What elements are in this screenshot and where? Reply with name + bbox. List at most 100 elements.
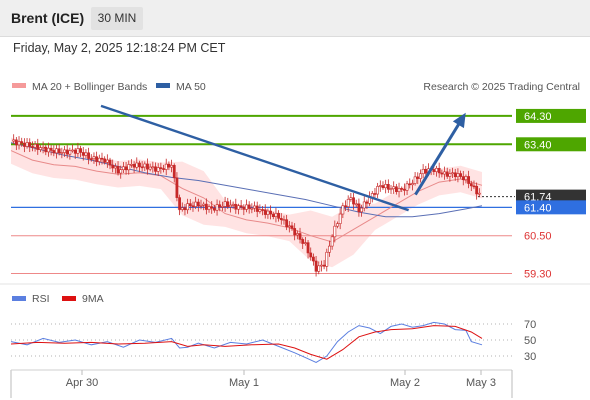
candle-body xyxy=(325,251,329,267)
x-tick-label-1: May 1 xyxy=(229,377,259,389)
downtrend-line xyxy=(100,104,409,212)
candle-body xyxy=(475,185,479,195)
candle-body xyxy=(202,203,206,206)
candle-body xyxy=(459,173,462,177)
candle-body xyxy=(239,205,243,208)
candle-body xyxy=(108,159,112,166)
candle-body xyxy=(472,185,476,188)
candle-body xyxy=(210,206,214,209)
candle-body xyxy=(346,198,350,208)
candle-body xyxy=(223,201,227,207)
candle-body xyxy=(124,166,128,171)
candle-body xyxy=(269,210,272,215)
candle-body xyxy=(60,152,64,154)
candle-body xyxy=(365,201,369,204)
candle-body xyxy=(237,205,240,210)
candle-body xyxy=(386,184,390,190)
candle-body xyxy=(180,207,184,210)
candle-body xyxy=(392,186,396,190)
timeframe-badge[interactable]: 30 MIN xyxy=(91,7,143,30)
candle-body xyxy=(266,210,270,215)
candle-body xyxy=(183,207,187,211)
candle-body xyxy=(245,204,248,210)
candle-body xyxy=(432,169,436,172)
candle-body xyxy=(162,168,165,170)
candle-body xyxy=(317,265,321,272)
candle-body xyxy=(443,171,446,175)
candle-body xyxy=(282,219,286,221)
candle-body xyxy=(218,204,222,208)
candle-body xyxy=(68,150,72,155)
x-tick-label-2: May 2 xyxy=(390,377,420,389)
candle-body xyxy=(92,156,96,160)
candle-body xyxy=(12,139,16,142)
candle-body xyxy=(389,188,393,191)
candle-body xyxy=(306,242,310,254)
candle-body xyxy=(76,148,80,154)
rsi-line xyxy=(10,321,483,363)
candle-body xyxy=(253,205,256,209)
candle-body xyxy=(28,142,32,147)
candle-body xyxy=(55,148,58,154)
candle-body xyxy=(461,176,465,180)
candle-body xyxy=(419,173,422,179)
candle-body xyxy=(258,209,262,212)
candle-body xyxy=(39,147,42,150)
candle-body xyxy=(143,163,147,168)
candle-body xyxy=(312,256,315,262)
candle-body xyxy=(424,168,428,174)
x-tick-label-0: Apr 30 xyxy=(66,377,98,389)
candle-body xyxy=(47,147,50,153)
candle-body xyxy=(138,162,141,168)
candle-body xyxy=(477,192,481,195)
candle-body xyxy=(394,186,398,192)
candle-body xyxy=(22,142,26,147)
candle-body xyxy=(357,203,361,213)
ma50-legend-swatch xyxy=(156,83,170,88)
candle-body xyxy=(199,204,203,207)
candle-body xyxy=(148,166,152,170)
candle-body xyxy=(79,148,82,153)
candle-body xyxy=(87,152,91,159)
candle-body xyxy=(400,188,404,190)
candle-body xyxy=(81,152,85,156)
candle-body xyxy=(25,142,29,147)
rsi-pane: 70 50 30 xyxy=(10,319,536,363)
candle-body xyxy=(167,163,171,168)
candle-body xyxy=(402,188,406,191)
candle-body xyxy=(290,225,294,229)
candle-body xyxy=(132,164,136,168)
candle-body xyxy=(408,183,412,186)
candle-body xyxy=(328,245,331,253)
candle-body xyxy=(344,205,347,208)
rsi-tick-label-30: 30 xyxy=(524,351,536,363)
candle-body xyxy=(57,148,61,154)
candle-body xyxy=(226,201,230,208)
candle-body xyxy=(360,207,363,213)
rsi-tick-label-70: 70 xyxy=(524,319,536,331)
level-label-63.40: 63.40 xyxy=(524,139,552,151)
rsi-ma-legend-swatch xyxy=(62,296,76,301)
candle-body xyxy=(247,204,251,209)
candle-body xyxy=(464,176,468,180)
credit-text: Research © 2025 Trading Central xyxy=(423,81,580,93)
candle-body xyxy=(354,203,358,206)
candle-body xyxy=(352,197,355,205)
candle-body xyxy=(341,205,345,215)
candle-body xyxy=(255,205,259,212)
candle-body xyxy=(204,203,208,210)
candle-body xyxy=(373,193,377,195)
candle-body xyxy=(17,141,21,146)
candle-body xyxy=(119,169,123,174)
candle-body xyxy=(301,239,305,244)
level-tag-64.30 xyxy=(516,108,586,123)
candle-body xyxy=(437,167,441,174)
candle-body xyxy=(234,204,238,210)
candle-body xyxy=(378,185,382,187)
candle-body xyxy=(242,206,246,210)
candle-body xyxy=(330,236,334,247)
candle-body xyxy=(73,149,77,154)
candle-body xyxy=(448,173,452,177)
candle-body xyxy=(156,167,160,172)
